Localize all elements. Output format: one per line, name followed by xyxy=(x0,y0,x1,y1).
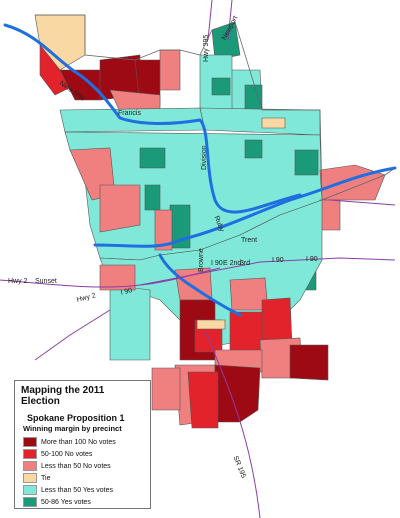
label-francis: Francis xyxy=(118,110,141,117)
legend-item: 50-86 Yes votes xyxy=(21,496,144,508)
precinct-wl-b xyxy=(99,264,136,291)
precinct-wl-a xyxy=(109,284,151,361)
precinct-g2 xyxy=(144,184,161,211)
legend-item: More than 100 No votes xyxy=(21,436,144,448)
road-newport xyxy=(227,0,233,41)
precinct-g4 xyxy=(294,149,319,176)
legend-label: Less than 50 No votes xyxy=(41,462,111,470)
precinct-g1 xyxy=(139,147,166,169)
precinct-w-b xyxy=(99,184,141,233)
legend-label: 50-86 Yes votes xyxy=(41,498,91,506)
legend-swatch xyxy=(23,461,37,471)
label-i90-a: I 90 xyxy=(211,260,223,267)
precinct-s-c xyxy=(261,297,293,346)
legend-swatch xyxy=(23,437,37,447)
road-sunset-south xyxy=(34,309,111,361)
legend-label: 50-100 No votes xyxy=(41,450,93,458)
precinct-s-h xyxy=(289,344,329,381)
precinct-e-b xyxy=(319,199,341,231)
label-hwy2: Hwy 2 xyxy=(8,278,28,285)
city-boundary xyxy=(35,14,396,201)
precinct-ne-e xyxy=(211,77,231,96)
precinct-w-c xyxy=(154,209,173,251)
label-i90-c: I 90 xyxy=(306,256,318,263)
label-east-2nd: E 2nd xyxy=(223,260,242,267)
legend-item: Less than 50 Yes votes xyxy=(21,484,144,496)
precinct-cn-b xyxy=(199,107,321,136)
label-browne: Browne xyxy=(198,248,205,272)
legend-swatch xyxy=(23,497,37,507)
precinct-g5 xyxy=(244,139,263,159)
precinct-fs-d xyxy=(151,367,181,411)
legend-subtitle: Spokane Proposition 1 xyxy=(27,413,125,423)
label-third: 3rd xyxy=(240,260,251,267)
precinct-s-tie xyxy=(196,319,226,330)
legend-label: Less than 50 Yes votes xyxy=(41,486,113,494)
rivers xyxy=(3,23,397,317)
spokane-river-main xyxy=(93,166,397,248)
label-i90-b: I 90 xyxy=(272,257,284,264)
legend: Mapping the 2011 Election Spokane Propos… xyxy=(14,380,151,509)
spokane-river-north xyxy=(3,23,302,214)
label-sunset: Sunset xyxy=(35,278,57,285)
legend-caption: Winning margin by precinct xyxy=(23,424,122,433)
legend-items: More than 100 No votes 50-100 No votes L… xyxy=(21,436,144,508)
legend-title: Mapping the 2011 Election xyxy=(21,385,105,407)
precinct-nw-g xyxy=(159,49,181,91)
legend-item: 50-100 No votes xyxy=(21,448,144,460)
precinct-cn-c xyxy=(261,117,286,129)
legend-item: Less than 50 No votes xyxy=(21,460,144,472)
precinct-s-d xyxy=(229,311,263,353)
road-sr195 xyxy=(204,329,261,518)
road-se xyxy=(329,199,396,206)
label-trent: Trent xyxy=(241,237,258,244)
legend-label: More than 100 No votes xyxy=(41,438,116,446)
city-precincts xyxy=(34,14,386,429)
legend-item: Tie xyxy=(21,472,144,484)
road-hwy395 xyxy=(207,0,213,41)
precinct-fs-c xyxy=(187,371,219,429)
road-i90 xyxy=(139,257,396,286)
legend-swatch xyxy=(23,449,37,459)
hangman-creek xyxy=(158,253,242,317)
label-hwy395: Hwy 395 xyxy=(203,34,210,62)
legend-swatch xyxy=(23,485,37,495)
legend-label: Tie xyxy=(41,474,51,482)
label-division: Division xyxy=(201,145,208,170)
precinct-e-a xyxy=(319,164,386,201)
legend-swatch xyxy=(23,473,37,483)
